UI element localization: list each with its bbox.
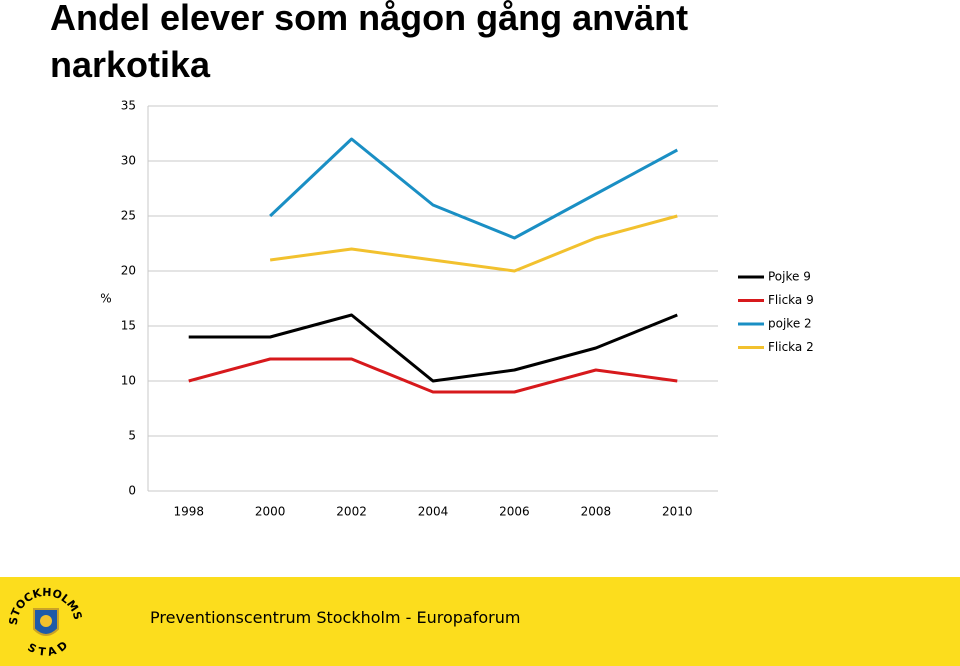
x-tick-label: 2004 <box>418 505 449 519</box>
x-tick-label: 1998 <box>173 505 204 519</box>
legend-label: pojke 2 <box>768 317 812 331</box>
logo-text: STAD <box>26 637 73 659</box>
footer: STOCKHOLMS STAD Preventionscentrum Stock… <box>0 577 960 666</box>
chart: % 0 5 10 15 20 25 30 35 1998 2000 2002 2004 2006 2008… <box>100 99 814 519</box>
x-tick-label: 2008 <box>581 505 612 519</box>
legend-label: Flicka 9 <box>768 293 814 307</box>
series-line <box>188 313 678 383</box>
logo: STOCKHOLMS STAD <box>7 586 84 659</box>
y-axis-label: % <box>100 292 111 306</box>
series-line <box>269 214 678 273</box>
y-tick-label: 10 <box>121 374 136 388</box>
footer-text: Preventionscentrum Stockholm - Europafor… <box>150 608 521 627</box>
y-tick-label: 15 <box>121 319 136 333</box>
x-tick-label: 2006 <box>499 505 530 519</box>
y-tick-label: 35 <box>121 99 136 113</box>
x-tick-label: 2010 <box>662 505 693 519</box>
x-tick-label: 2002 <box>336 505 367 519</box>
legend-label: Pojke 9 <box>768 270 811 284</box>
series-line <box>188 357 678 394</box>
y-tick-label: 0 <box>128 484 136 498</box>
legend-label: Flicka 2 <box>768 340 814 354</box>
logo-head <box>40 615 52 627</box>
y-tick-label: 30 <box>121 154 136 168</box>
x-tick-label: 2000 <box>255 505 286 519</box>
y-tick-label: 5 <box>128 429 136 443</box>
y-tick-label: 20 <box>121 264 136 278</box>
series-line <box>269 137 678 240</box>
y-tick-label: 25 <box>121 209 136 223</box>
chart-title: Andel elever som någon gång använt narko… <box>50 0 689 85</box>
